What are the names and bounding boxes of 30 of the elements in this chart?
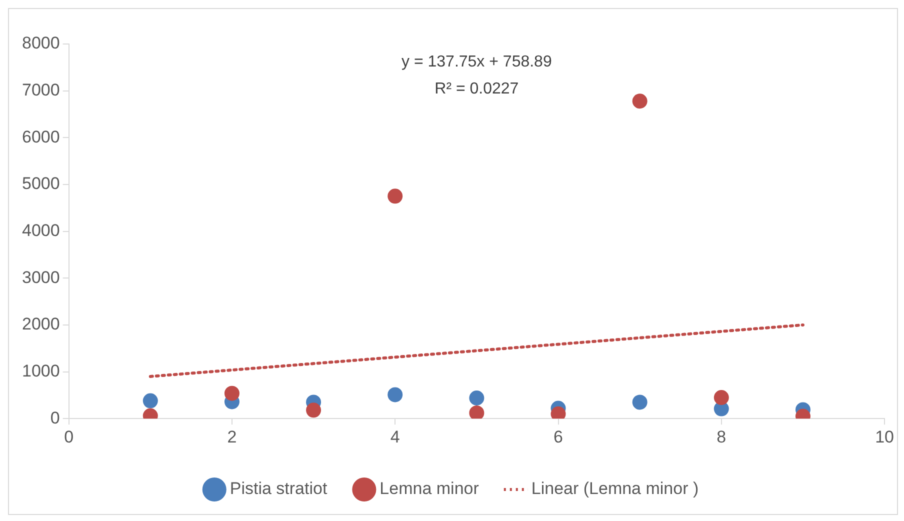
point <box>306 402 322 418</box>
legend-label: Linear (Lemna minor ) <box>531 479 699 498</box>
point <box>632 94 648 109</box>
point <box>632 394 648 410</box>
legend-label: Pistia stratiot <box>230 479 328 498</box>
y-tick-label: 3000 <box>22 268 60 287</box>
y-tick-label: 8000 <box>22 34 60 53</box>
point <box>469 390 484 406</box>
x-tick-label: 8 <box>716 427 726 446</box>
y-tick-label: 2000 <box>22 314 60 334</box>
legend-label: Lemna minor <box>380 479 480 498</box>
y-tick-label: 0 <box>50 408 60 428</box>
x-tick-label: 10 <box>875 427 894 446</box>
point <box>388 188 403 204</box>
x-tick-label: 4 <box>390 427 400 446</box>
x-tick-label: 0 <box>64 427 74 446</box>
annotation: R² = 0.0227 <box>434 80 519 98</box>
x-tick-label: 2 <box>227 427 237 446</box>
y-tick-label: 1000 <box>22 361 60 380</box>
x-tick-label: 6 <box>554 427 563 446</box>
point <box>224 386 240 401</box>
y-tick-label: 4000 <box>22 220 60 240</box>
y-tick-label: 6000 <box>22 127 60 146</box>
y-tick-label: 5000 <box>22 174 60 194</box>
point <box>388 387 403 402</box>
point <box>469 405 484 419</box>
y-tick-label: 7000 <box>22 80 60 100</box>
point <box>142 393 158 408</box>
annotation: y = 137.75x + 758.89 <box>402 53 552 70</box>
point <box>714 390 729 406</box>
